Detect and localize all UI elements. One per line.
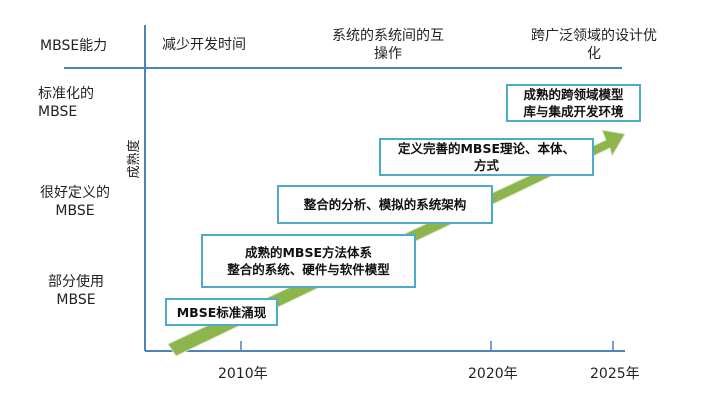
x-tick-label-2025: 2025年	[590, 366, 640, 382]
row-label-standardized: 标准化的MBSE	[38, 86, 94, 120]
milestone-label: 库与集成开发环境	[523, 104, 624, 119]
milestone-mature-methods: 成熟的MBSE方法体系 整合的系统、硬件与软件模型	[201, 234, 416, 288]
milestone-label: 整合的分析、模拟的系统架构	[303, 197, 467, 212]
milestone-label: 成熟的MBSE方法体系	[244, 245, 372, 260]
y-axis-label: 成熟度	[127, 139, 142, 179]
milestone-standards-emerge: MBSE标准涌现	[165, 298, 278, 326]
milestone-well-defined-theory: 定义完善的MBSE理论、本体、 方式	[379, 138, 594, 176]
milestone-label: 方式	[473, 158, 499, 173]
milestone-label: 定义完善的MBSE理论、本体、	[397, 141, 575, 156]
header-col-2: 系统的系统间的互操作	[332, 28, 444, 62]
milestone-label: MBSE标准涌现	[176, 304, 267, 320]
row-label-well-defined: 很好定义的MBSE	[40, 185, 110, 219]
milestone-integrated-analysis: 整合的分析、模拟的系统架构	[277, 185, 493, 224]
x-tick-label-2020: 2020年	[468, 366, 518, 382]
milestone-label: 整合的系统、硬件与软件模型	[227, 262, 390, 277]
header-col-1: 减少开发时间	[162, 37, 246, 53]
milestone-label: 成熟的跨领域模型	[523, 87, 624, 102]
header-col-3: 跨广泛领域的设计优化	[531, 28, 657, 62]
milestone-cross-domain-library: 成熟的跨领域模型 库与集成开发环境	[506, 84, 641, 122]
row-label-partial: 部分使用MBSE	[48, 274, 104, 308]
header-corner: MBSE能力	[40, 38, 108, 54]
x-tick-label-2010: 2010年	[218, 366, 268, 382]
